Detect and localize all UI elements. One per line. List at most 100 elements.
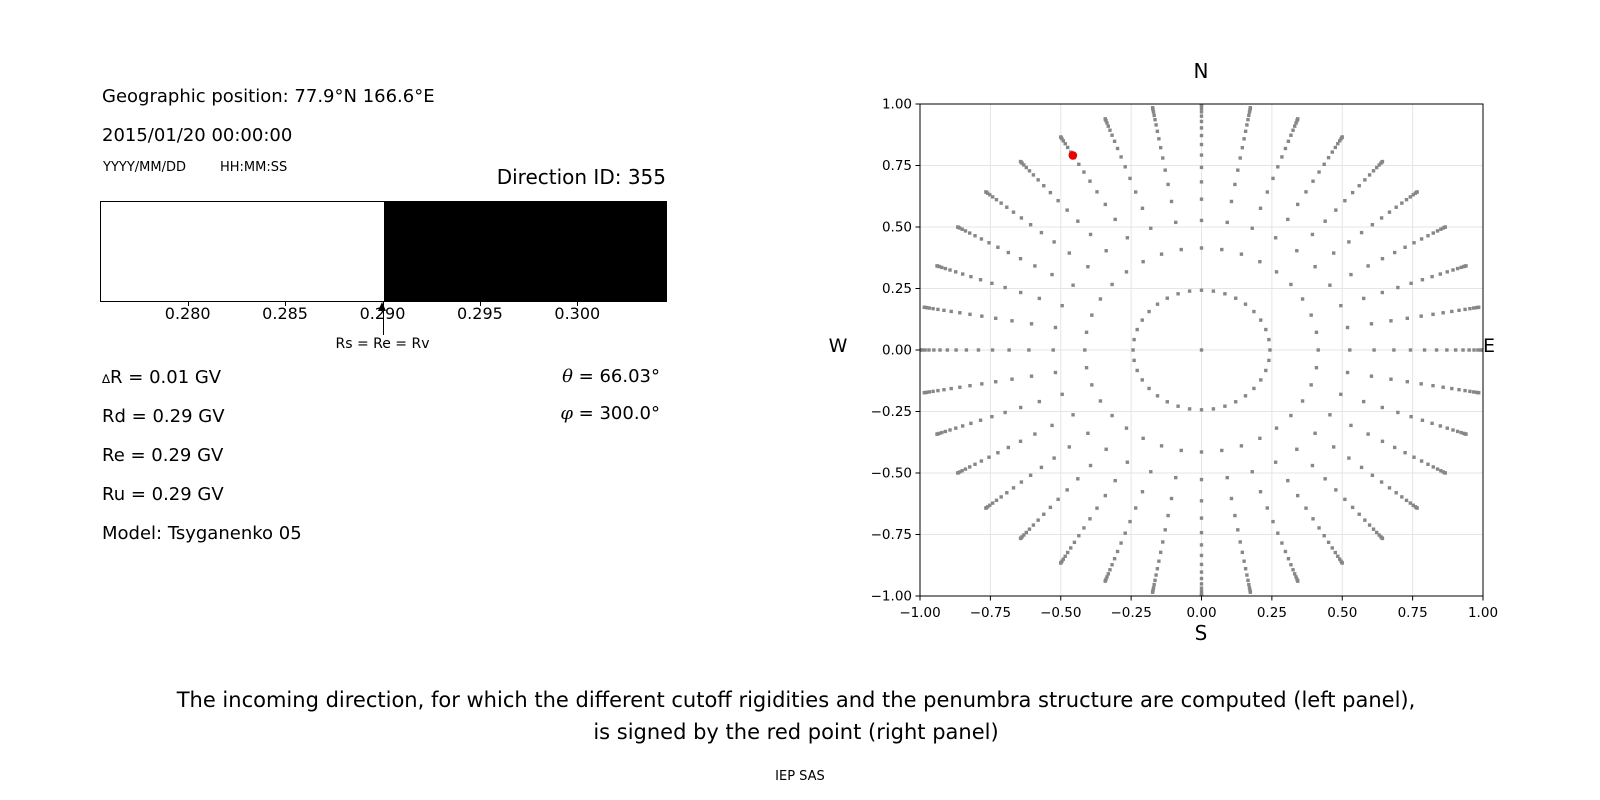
- scatter-dot: [1310, 463, 1315, 468]
- scatter-dot: [1199, 582, 1204, 586]
- scatter-dot: [1333, 550, 1338, 555]
- scatter-dot: [1314, 366, 1319, 370]
- scatter-dot: [1400, 201, 1404, 205]
- scatter-dot: [1179, 448, 1183, 453]
- bar-axis-tick: [577, 301, 579, 306]
- scatter-dot: [1220, 247, 1224, 252]
- scatter-dot: [1316, 348, 1320, 352]
- scatter-dot: [1443, 225, 1447, 229]
- scatter-dot: [987, 241, 991, 245]
- scatter-dot: [938, 348, 942, 352]
- scatter-dot: [1422, 348, 1427, 352]
- scatter-dot: [1037, 296, 1042, 301]
- scatter-dot: [1036, 178, 1040, 182]
- scatter-dot: [1245, 123, 1249, 127]
- arrow-line: [382, 309, 384, 335]
- scatter-dot: [1106, 572, 1110, 576]
- bar-axis-tick-label: 0.280: [164, 304, 211, 323]
- scatter-dot: [956, 471, 960, 475]
- re-line: Re = 0.29 GV: [102, 445, 223, 467]
- scatter-dot: [1199, 408, 1204, 412]
- scatter-dot: [1380, 290, 1384, 295]
- arrow-up-icon: [378, 302, 386, 311]
- x-tick-label: −0.25: [1110, 605, 1151, 621]
- scatter-dot: [943, 429, 948, 434]
- scatter-dot: [940, 430, 944, 435]
- scatter-dot: [1259, 318, 1263, 322]
- scatter-dot: [1411, 193, 1415, 197]
- date-format-label: YYYY/MM/DD: [103, 160, 186, 175]
- scatter-dot: [1199, 553, 1204, 558]
- scatter-dot: [1179, 247, 1183, 252]
- scatter-dot: [1309, 313, 1313, 317]
- scatter-dot: [1005, 205, 1009, 209]
- phi-line: φ = 300.0°: [460, 403, 660, 425]
- scatter-dot: [1464, 264, 1468, 268]
- scatter-dot: [1135, 368, 1139, 373]
- theta-symbol: θ: [562, 366, 573, 387]
- scatter-dot: [1394, 491, 1398, 495]
- scatter-dot: [922, 305, 926, 309]
- scatter-dot: [1311, 517, 1315, 521]
- scatter-dot: [948, 268, 952, 272]
- scatter-dot: [1140, 206, 1145, 210]
- scatter-dot: [1104, 249, 1108, 253]
- scatter-dot: [945, 348, 950, 352]
- scatter-dot: [996, 245, 1000, 249]
- scatter-dot: [1199, 499, 1204, 503]
- scatter-dot: [1199, 180, 1204, 184]
- ru-value: Ru = 0.29 GV: [102, 484, 224, 505]
- caption-line-2: is signed by the red point (right panel): [593, 720, 999, 744]
- scatter-dot: [1077, 534, 1081, 538]
- scatter-dot: [1110, 413, 1114, 418]
- scatter-dot: [1434, 348, 1439, 352]
- scatter-dot: [1083, 348, 1087, 352]
- scatter-dot: [1065, 550, 1070, 555]
- scatter-dot: [1106, 124, 1110, 128]
- scatter-dot: [1258, 259, 1262, 264]
- scatter-dot: [968, 465, 972, 469]
- scatter-dot: [1366, 264, 1370, 268]
- scatter-dot: [1420, 418, 1425, 422]
- scatter-dot: [1268, 348, 1272, 352]
- scatter-dot: [1271, 176, 1275, 181]
- scatter-dot: [927, 390, 932, 394]
- scatter-dot: [994, 498, 999, 503]
- scatter-dot: [1359, 465, 1364, 470]
- scatter-dot: [1169, 199, 1174, 204]
- scatter-dot: [1056, 198, 1060, 203]
- scatter-dot: [1132, 358, 1136, 363]
- scatter-dot: [1072, 540, 1077, 545]
- y-tick-label: −0.50: [871, 466, 912, 482]
- penumbra-forbidden-region: [383, 202, 666, 301]
- scatter-dot: [1443, 471, 1447, 475]
- scatter-dot: [1273, 236, 1278, 240]
- scatter-dot: [990, 281, 994, 286]
- bar-axis-tick-label: 0.300: [554, 304, 601, 323]
- scatter-dot: [1289, 133, 1293, 137]
- scatter-dot: [1155, 302, 1160, 306]
- scatter-dot: [936, 307, 940, 312]
- scatter-dot: [1366, 432, 1370, 436]
- scatter-dot: [1323, 477, 1327, 481]
- scatter-dot: [1481, 348, 1483, 352]
- scatter-dot: [1125, 236, 1130, 240]
- scatter-dot: [1450, 386, 1454, 391]
- scatter-dot: [931, 306, 935, 311]
- scatter-dot: [1084, 366, 1089, 370]
- scatter-dot: [1247, 586, 1252, 590]
- bar-axis-tick: [187, 301, 189, 306]
- scatter-dot: [1337, 557, 1342, 561]
- scatter-dot: [1033, 432, 1037, 436]
- scatter-dot: [1010, 319, 1014, 323]
- scatter-dot: [1119, 541, 1123, 545]
- x-tick-label: 0.25: [1257, 605, 1287, 621]
- scatter-dot: [1163, 168, 1167, 172]
- scatter-dot: [1314, 330, 1319, 334]
- scatter-dot: [1003, 285, 1007, 290]
- scatter-dot: [954, 426, 958, 430]
- scatter-dot: [1326, 540, 1331, 545]
- y-tick-label: 0.25: [882, 281, 912, 297]
- delta-r-value: R = 0.01 GV: [110, 367, 222, 388]
- scatter-dot: [1265, 190, 1270, 194]
